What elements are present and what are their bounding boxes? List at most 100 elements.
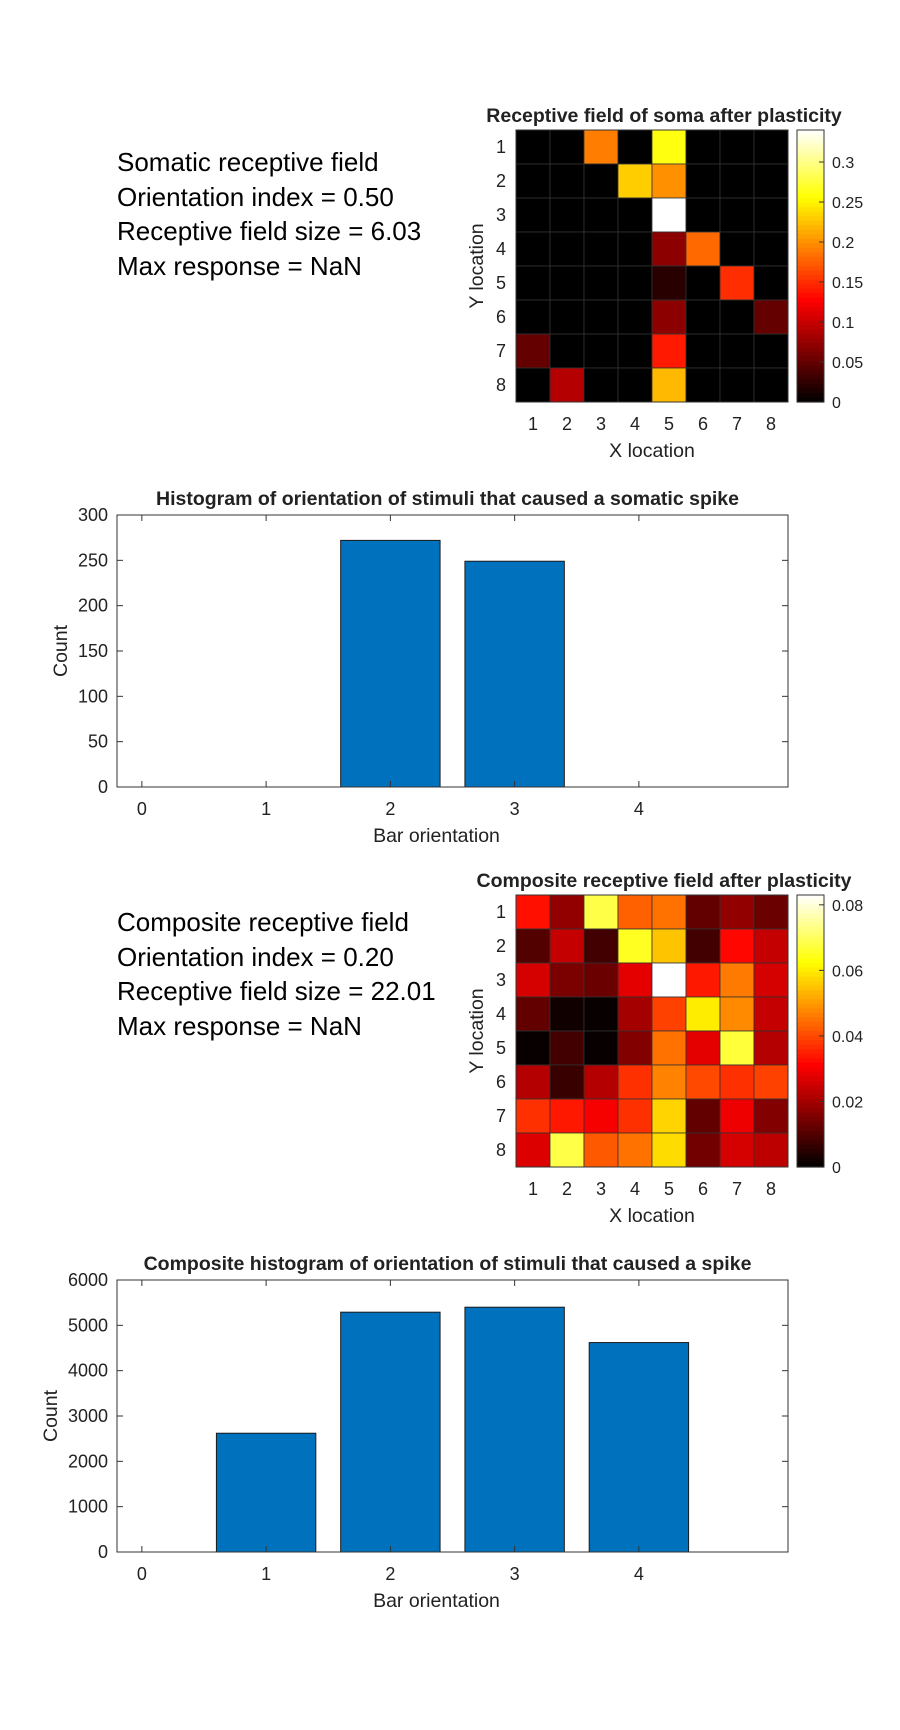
colorbar-segment bbox=[797, 1162, 824, 1168]
heatmap-cell bbox=[549, 1132, 585, 1168]
colorbar-segment bbox=[797, 392, 824, 399]
colorbar-segment bbox=[797, 184, 824, 190]
colorbar-segment bbox=[797, 1003, 824, 1009]
heatmap-cell bbox=[719, 1030, 755, 1066]
heatmap-cell bbox=[617, 1064, 653, 1100]
y-axis-label: Count bbox=[50, 624, 72, 677]
heatmap-cell bbox=[685, 129, 721, 165]
y-tick-label: 100 bbox=[78, 686, 108, 706]
colorbar-tick-label: 0.02 bbox=[832, 1094, 863, 1111]
colorbar-segment bbox=[797, 1058, 824, 1064]
colorbar-segment bbox=[797, 193, 824, 199]
heatmap-cell bbox=[583, 333, 619, 369]
colorbar-segment bbox=[797, 1044, 824, 1050]
heatmap-cell bbox=[549, 1064, 585, 1100]
heatmap-1: Composite receptive field after plastici… bbox=[466, 870, 863, 1227]
somatic-receptive-field-size: Receptive field size = 6.03 bbox=[117, 216, 422, 246]
heatmap-cell bbox=[651, 129, 687, 165]
colorbar-tick-label: 0 bbox=[832, 395, 841, 412]
bar-chart-0: Histogram of orientation of stimuli that… bbox=[50, 488, 789, 847]
heatmap-y-tick-label: 8 bbox=[496, 1140, 506, 1160]
heatmap-x-tick-label: 6 bbox=[698, 414, 708, 434]
colorbar-segment bbox=[797, 1071, 824, 1077]
y-axis-label: Count bbox=[40, 1389, 62, 1442]
heatmap-cell bbox=[685, 928, 721, 964]
heatmap-x-tick-label: 6 bbox=[698, 1179, 708, 1199]
heatmap-cell bbox=[583, 231, 619, 267]
heatmap-cell bbox=[549, 129, 585, 165]
colorbar-segment bbox=[797, 152, 824, 158]
y-tick-label: 200 bbox=[78, 596, 108, 616]
colorbar-segment bbox=[797, 935, 824, 941]
colorbar-segment bbox=[797, 908, 824, 914]
heatmap-cell bbox=[753, 333, 789, 369]
heatmap-cell bbox=[719, 197, 755, 233]
colorbar-segment bbox=[797, 1117, 824, 1123]
colorbar-segment bbox=[797, 917, 824, 923]
bar-chart-title: Composite histogram of orientation of st… bbox=[144, 1253, 752, 1275]
colorbar-segment bbox=[797, 207, 824, 213]
heatmap-cell bbox=[583, 962, 619, 998]
colorbar-segment bbox=[797, 238, 824, 244]
heatmap-cell bbox=[549, 962, 585, 998]
colorbar-tick-label: 0.25 bbox=[832, 195, 863, 212]
colorbar-segment bbox=[797, 329, 824, 335]
heatmap-cell bbox=[515, 996, 551, 1032]
colorbar-segment bbox=[797, 976, 824, 982]
bar bbox=[588, 1342, 690, 1553]
heatmap-cell bbox=[583, 299, 619, 335]
colorbar-segment bbox=[797, 1031, 824, 1037]
heatmap-cell bbox=[549, 928, 585, 964]
composite-info-panel: Composite receptive field Orientation in… bbox=[117, 905, 436, 1043]
heatmap-cell bbox=[549, 1030, 585, 1066]
colorbar-segment bbox=[797, 293, 824, 299]
heatmap-cell bbox=[719, 894, 755, 930]
heatmap-cell bbox=[719, 1064, 755, 1100]
heatmap-cell bbox=[651, 299, 687, 335]
heatmap-cell bbox=[719, 231, 755, 267]
heatmap-cell bbox=[753, 894, 789, 930]
colorbar-segment bbox=[797, 1062, 824, 1068]
heatmap-cell bbox=[753, 197, 789, 233]
heatmap-cell bbox=[753, 1132, 789, 1168]
x-tick-label: 2 bbox=[385, 1564, 395, 1584]
heatmap-y-tick-label: 4 bbox=[496, 1004, 506, 1024]
y-tick-label: 6000 bbox=[68, 1270, 108, 1290]
heatmap-y-tick-label: 7 bbox=[496, 1106, 506, 1126]
bar bbox=[464, 1306, 565, 1553]
heatmap-cell bbox=[651, 996, 687, 1032]
heatmap-y-tick-label: 5 bbox=[496, 273, 506, 293]
heatmap-cell bbox=[719, 996, 755, 1032]
heatmap-y-tick-label: 5 bbox=[496, 1038, 506, 1058]
colorbar-segment bbox=[797, 148, 824, 154]
heatmap-y-axis-label: Y location bbox=[466, 223, 488, 308]
heatmap-y-tick-label: 2 bbox=[496, 171, 506, 191]
heatmap-frame bbox=[515, 894, 789, 1168]
heatmap-cell bbox=[515, 1064, 551, 1100]
heatmap-cell bbox=[549, 996, 585, 1032]
y-tick-label: 250 bbox=[78, 550, 108, 570]
heatmap-cell bbox=[515, 1030, 551, 1066]
colorbar-segment bbox=[797, 361, 824, 367]
heatmap-cell bbox=[583, 996, 619, 1032]
colorbar-segment bbox=[797, 256, 824, 263]
heatmap-cell bbox=[549, 894, 585, 930]
y-tick-label: 5000 bbox=[68, 1315, 108, 1335]
colorbar-tick-label: 0.05 bbox=[832, 355, 863, 372]
heatmap-cell bbox=[617, 163, 653, 199]
colorbar-segment bbox=[797, 926, 824, 932]
heatmap-cell bbox=[753, 1064, 789, 1100]
composite-receptive-field-size: Receptive field size = 22.01 bbox=[117, 976, 436, 1006]
colorbar-tick-label: 0.1 bbox=[832, 315, 854, 332]
heatmap-x-tick-label: 4 bbox=[630, 414, 640, 434]
heatmap-cell bbox=[515, 265, 551, 301]
colorbar-segment bbox=[797, 1035, 824, 1041]
heatmap-cell bbox=[753, 231, 789, 267]
colorbar-segment bbox=[797, 306, 824, 312]
heatmap-cell bbox=[753, 996, 789, 1032]
heatmap-cell bbox=[617, 1098, 653, 1134]
colorbar-segment bbox=[797, 1103, 824, 1109]
colorbar-segment bbox=[797, 352, 824, 358]
heatmap-cell bbox=[685, 1030, 721, 1066]
